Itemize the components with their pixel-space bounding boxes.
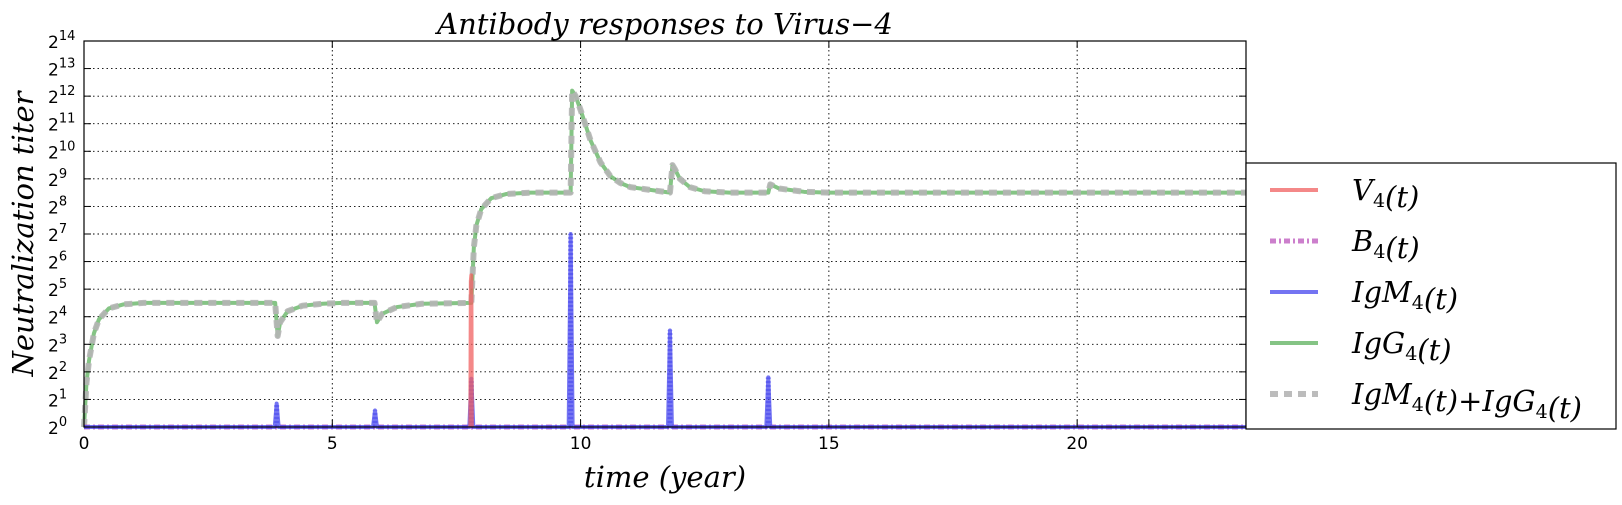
y-tick-label: 24: [48, 305, 67, 329]
x-tick-label: 20: [1066, 434, 1088, 454]
chart-title: Antibody responses to Virus−4: [434, 7, 893, 41]
legend-items: V4(t) B4(t) IgM4(t) IgG4(t) IgM4(t)+IgG4(t): [1270, 173, 1582, 425]
y-tick-label: 213: [48, 57, 75, 81]
y-tick-label: 20: [48, 415, 67, 439]
y-tick-label: 211: [48, 112, 75, 136]
y-tick-label: 210: [48, 139, 75, 163]
series-line-igm4-t-: [84, 232, 1246, 429]
x-tick-label: 5: [327, 434, 338, 454]
y-tick-label: 26: [48, 250, 67, 274]
series-layer: [81, 87, 1246, 430]
legend-frame: [1245, 162, 1617, 430]
y-tick-label: 27: [48, 222, 67, 246]
legend: V4(t) B4(t) IgM4(t) IgG4(t) IgM4(t)+IgG4(t): [1245, 162, 1617, 430]
x-axis-ticks: 0 5 10 15 20: [79, 41, 1088, 454]
y-tick-label: 29: [48, 167, 67, 191]
y-axis-label: Neutralization titer: [6, 89, 40, 377]
y-tick-label: 21: [48, 387, 67, 411]
y-tick-label: 28: [48, 194, 67, 218]
legend-label: V4(t): [1352, 173, 1419, 214]
y-tick-label: 25: [48, 277, 67, 301]
y-tick-label: 22: [48, 360, 67, 384]
x-tick-label: 10: [570, 434, 592, 454]
series-line-igg4-t-: [82, 88, 1246, 428]
legend-label: IgM4(t): [1351, 275, 1458, 316]
x-tick-label: 0: [79, 434, 90, 454]
x-tick-label: 15: [818, 434, 840, 454]
y-tick-label: 23: [48, 332, 67, 356]
y-tick-label: 214: [48, 29, 75, 53]
legend-label: B4(t): [1351, 224, 1420, 265]
series-line-v4-t-: [468, 273, 474, 428]
series-line-igm4-t-igg4-t-: [81, 87, 1246, 428]
grid-lines: [84, 41, 1246, 427]
legend-label: IgG4(t): [1351, 326, 1452, 367]
y-tick-label: 212: [48, 84, 75, 108]
x-axis-label: time (year): [584, 460, 746, 494]
legend-label: IgM4(t)+IgG4(t): [1351, 377, 1582, 425]
y-axis-ticks: 20 21 22 23 24 25 26 27 28 29 210 211 212 213 214: [48, 29, 1246, 439]
